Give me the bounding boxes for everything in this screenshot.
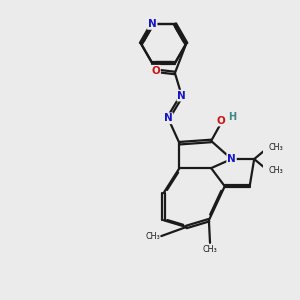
Text: N: N [164, 113, 172, 123]
Text: O: O [151, 66, 160, 76]
Text: H: H [229, 112, 237, 122]
Text: CH₃: CH₃ [146, 232, 160, 241]
Text: CH₃: CH₃ [269, 143, 284, 152]
Text: N: N [148, 19, 157, 29]
Text: O: O [217, 116, 226, 126]
Text: CH₃: CH₃ [202, 245, 217, 254]
Text: CH₃: CH₃ [269, 166, 284, 175]
Text: N: N [177, 91, 186, 100]
Text: N: N [227, 154, 236, 164]
